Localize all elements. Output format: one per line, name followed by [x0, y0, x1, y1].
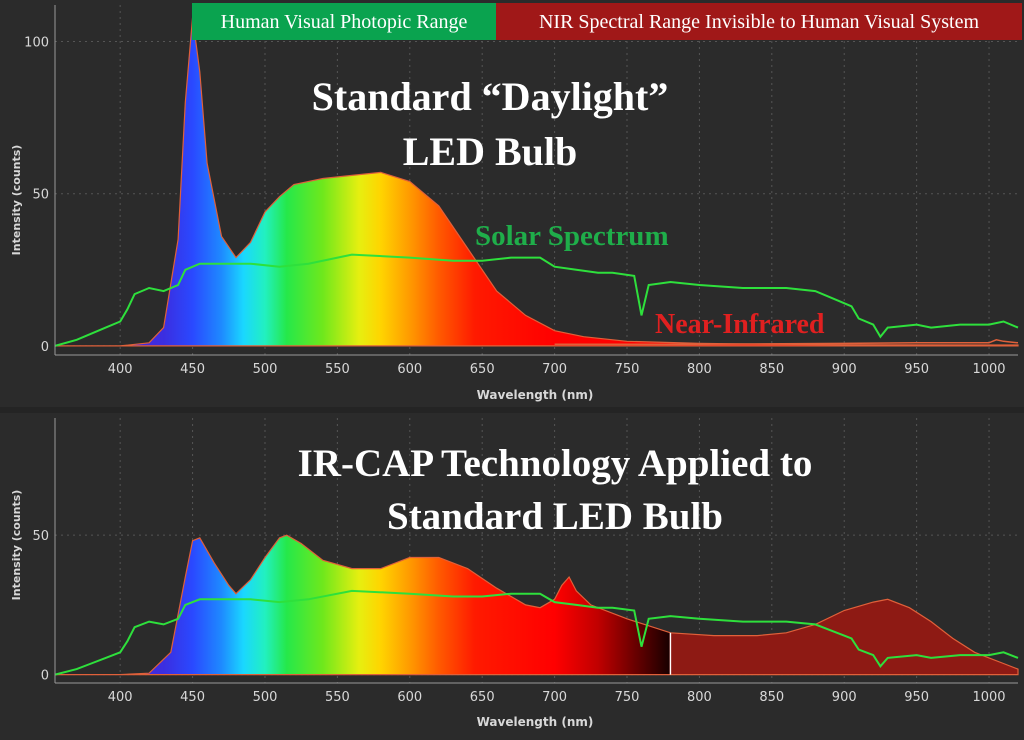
banner-visible-label: Human Visual Photopic Range [221, 11, 468, 33]
x-tick-label: 750 [615, 362, 640, 377]
x-tick-label: 1000 [972, 690, 1005, 705]
banner-nir-range: NIR Spectral Range Invisible to Human Vi… [496, 3, 1022, 40]
banner-nir-background [496, 3, 1022, 40]
y-tick-label: 50 [32, 188, 49, 203]
x-tick-label: 750 [615, 690, 640, 705]
x-tick-label: 950 [904, 690, 929, 705]
top-solar-spectrum-line [54, 253, 1019, 347]
y-tick-label: 0 [41, 669, 49, 684]
x-tick-label: 550 [325, 690, 350, 705]
x-tick-label: 850 [759, 690, 784, 705]
x-tick-label: 400 [108, 690, 133, 705]
x-tick-label: 1000 [972, 362, 1005, 377]
x-tick-label: 500 [253, 362, 278, 377]
x-tick-label: 850 [759, 362, 784, 377]
near-infrared-annotation: Near-Infrared [655, 309, 825, 340]
x-tick-label: 550 [325, 362, 350, 377]
top-panel-background [0, 0, 1024, 410]
top-y-axis-label: Intensity (counts) [10, 145, 23, 256]
x-tick-label: 650 [470, 690, 495, 705]
top-near-infrared-line [554, 339, 1019, 346]
bottom-x-tick-labels: 400 450 500 550 600 650 700 750 800 850 900 950 1000 [108, 690, 1006, 705]
bottom-solar-spectrum-line [54, 589, 1019, 676]
x-tick-label: 600 [397, 362, 422, 377]
top-y-tick-labels: 0 50 100 [24, 36, 49, 355]
y-tick-label: 100 [24, 36, 49, 51]
banner-nir-label: NIR Spectral Range Invisible to Human Vi… [539, 11, 979, 33]
x-tick-label: 900 [832, 690, 857, 705]
x-tick-label: 950 [904, 362, 929, 377]
top-chart-panel: 400 450 500 550 600 650 700 750 800 850 900 950 1000… [0, 0, 1024, 410]
bottom-y-axis-label: Intensity (counts) [10, 490, 23, 601]
banner-visible-background [192, 3, 496, 40]
x-tick-label: 400 [108, 362, 133, 377]
bottom-x-axis-label: Wavelength (nm) [477, 715, 594, 729]
x-tick-label: 600 [397, 690, 422, 705]
top-x-tick-labels: 400 450 500 550 600 650 700 750 800 850 900 950 1000 [108, 362, 1006, 377]
y-tick-label: 0 [41, 340, 49, 355]
x-tick-label: 450 [180, 690, 205, 705]
solar-spectrum-annotation: Solar Spectrum [475, 220, 669, 252]
x-tick-label: 800 [687, 362, 712, 377]
x-tick-label: 650 [470, 362, 495, 377]
x-tick-label: 800 [687, 690, 712, 705]
x-tick-label: 450 [180, 362, 205, 377]
bottom-chart-panel: 400 450 500 550 600 650 700 750 800 850 900 950 1000… [10, 418, 1019, 729]
banner-visible-range: Human Visual Photopic Range [192, 3, 496, 40]
bottom-chart-title-line-2: Standard LED Bulb [387, 495, 723, 538]
x-tick-label: 700 [542, 690, 567, 705]
top-chart-title-line-2: LED Bulb [403, 129, 578, 174]
panel-separator [0, 407, 1024, 413]
x-tick-label: 500 [253, 690, 278, 705]
bottom-y-tick-labels: 0 50 [32, 529, 49, 683]
x-tick-label: 700 [542, 362, 567, 377]
x-tick-label: 900 [832, 362, 857, 377]
y-tick-label: 50 [32, 529, 49, 544]
bottom-ircap-spectrum-area [55, 534, 1019, 676]
bottom-chart-title-line-1: IR-CAP Technology Applied to [298, 442, 813, 485]
top-chart-title-line-1: Standard “Daylight” [312, 74, 669, 119]
top-x-axis-label: Wavelength (nm) [477, 388, 594, 402]
